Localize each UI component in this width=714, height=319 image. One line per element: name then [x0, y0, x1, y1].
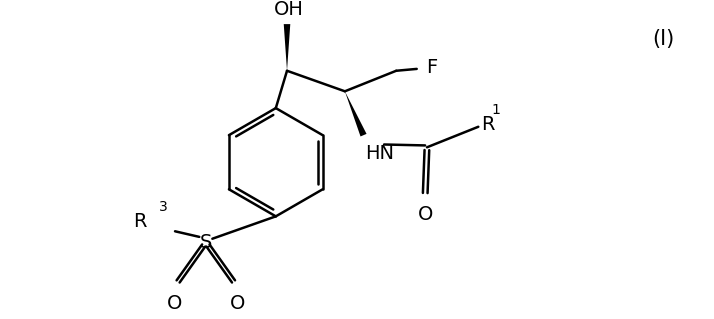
Text: R: R	[481, 115, 495, 134]
Text: O: O	[166, 294, 182, 313]
Polygon shape	[283, 24, 291, 71]
Text: F: F	[426, 57, 437, 77]
Text: O: O	[230, 294, 245, 313]
Text: 1: 1	[491, 103, 501, 117]
Text: OH: OH	[274, 0, 304, 19]
Text: HN: HN	[366, 145, 394, 164]
Polygon shape	[345, 91, 366, 137]
Text: (I): (I)	[652, 29, 674, 49]
Text: 3: 3	[159, 200, 168, 214]
Text: O: O	[418, 205, 433, 224]
Text: R: R	[134, 212, 147, 232]
Text: S: S	[200, 233, 212, 252]
